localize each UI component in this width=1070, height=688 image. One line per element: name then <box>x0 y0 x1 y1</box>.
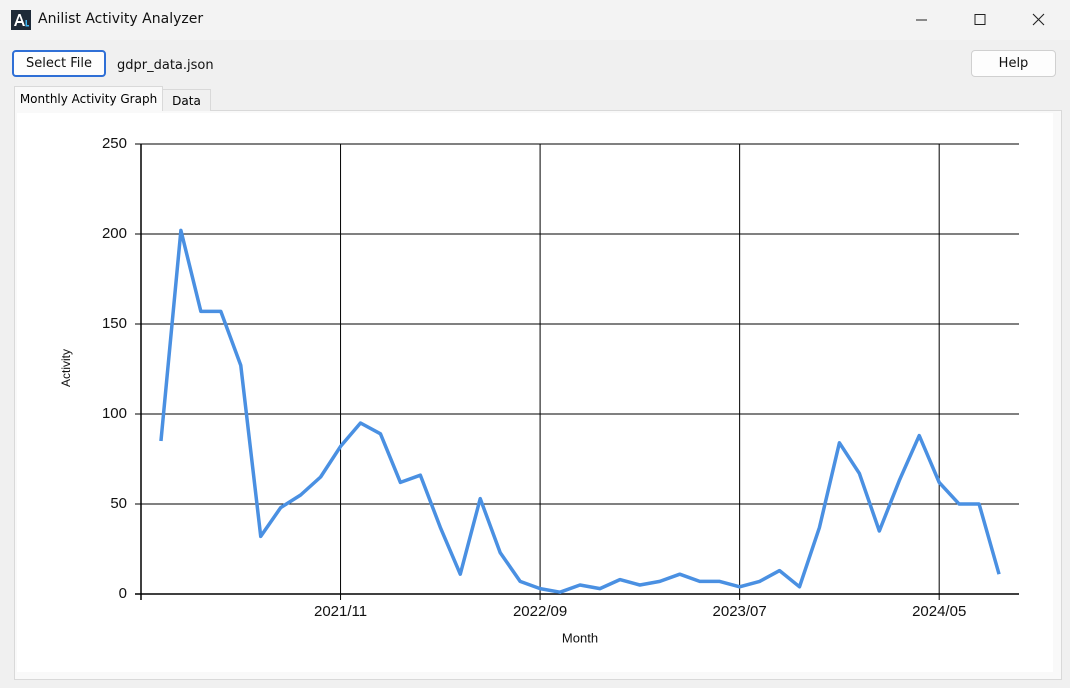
tab-data[interactable]: Data <box>162 89 211 111</box>
chart: Activity Month 0 50 100 150 200 250 2021/11 202… <box>17 113 1053 672</box>
x-tick-label: 2022/09 <box>513 603 567 620</box>
window-controls[interactable] <box>900 0 1070 40</box>
y-tick-label: 250 <box>102 135 127 152</box>
x-tick-label: 2023/07 <box>713 603 767 620</box>
file-name: gdpr_data.json <box>117 58 214 73</box>
y-tick-label: 50 <box>110 495 127 512</box>
activity-line <box>159 228 1001 594</box>
select-file-button[interactable]: Select File <box>12 50 106 77</box>
y-tick-label: 150 <box>102 315 127 332</box>
x-tick-label: 2024/05 <box>912 603 966 620</box>
app-icon <box>11 10 31 30</box>
y-tick-label: 0 <box>119 585 127 602</box>
y-tick-label: 200 <box>102 225 127 242</box>
y-axis-label: Activity <box>59 349 73 387</box>
x-axis-label: Month <box>562 630 598 645</box>
x-tick-label: 2021/11 <box>314 603 367 620</box>
tab-graph[interactable]: Monthly Activity Graph <box>14 86 163 111</box>
window-title: Anilist Activity Analyzer <box>38 11 204 27</box>
y-tick-label: 100 <box>102 405 127 422</box>
title-bar: Anilist Activity Analyzer <box>0 0 1070 40</box>
help-button[interactable]: Help <box>971 50 1056 77</box>
